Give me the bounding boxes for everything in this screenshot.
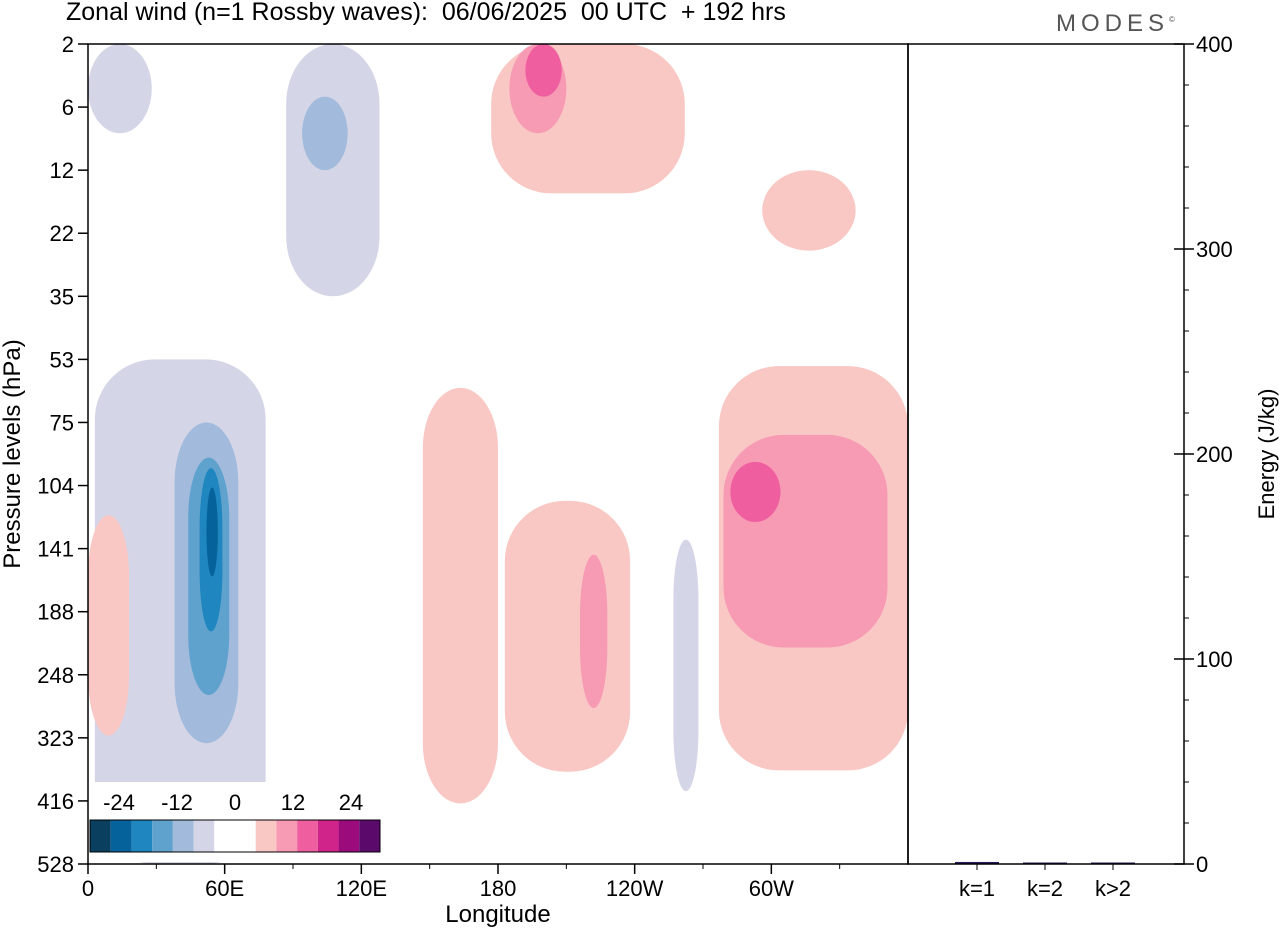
energy-tick-label: 0: [1196, 852, 1208, 877]
y-tick-label: 323: [37, 726, 74, 751]
brand-mark: ©: [1169, 15, 1175, 24]
easterly-region-7: [206, 487, 218, 577]
chart-title: Zonal wind (n=1 Rossby waves): 06/06/202…: [66, 0, 786, 26]
x-tick-label: 60E: [205, 876, 244, 901]
colorbar: -24 -12 0 12 24: [86, 782, 384, 862]
contour-field: [88, 44, 908, 864]
westerly-region-14: [504, 500, 631, 772]
colorbar-swatch: [131, 820, 153, 852]
y-tick-label: 22: [50, 221, 74, 246]
colorbar-swatch: [297, 820, 318, 852]
y-axis-label: Pressure levels (hPa): [0, 339, 26, 568]
energy-category-label: k=1: [959, 876, 995, 901]
brand-name: MODES: [1056, 10, 1170, 37]
easterly-region-0: [88, 44, 152, 134]
colorbar-swatch: [235, 820, 256, 852]
colorbar-tick-label: -12: [161, 790, 193, 815]
y-axis: 2 6 12 22 35 53 75 104 141 188 248 323 416 528: [37, 32, 88, 877]
colorbar-tick-label: -24: [103, 790, 135, 815]
energy-category-label: k>2: [1095, 876, 1131, 901]
energy-tick-label: 200: [1196, 442, 1233, 467]
colorbar-swatch: [152, 820, 173, 852]
colorbar-swatch: [338, 820, 360, 852]
x-tick-label: 120W: [606, 876, 664, 901]
westerly-region-13: [422, 387, 498, 804]
colorbar-tick-label: 12: [281, 790, 305, 815]
y-tick-label: 75: [50, 410, 74, 435]
colorbar-swatch: [276, 820, 298, 852]
energy-tick-label: 400: [1196, 32, 1233, 57]
energy-tick-label: 100: [1196, 647, 1233, 672]
x-axis: 0 60E 120E 180 120W 60W: [82, 864, 841, 901]
westerly-region-12: [762, 170, 856, 251]
x-tick-label: 0: [82, 876, 94, 901]
westerly-region-15: [580, 554, 608, 708]
colorbar-tick-label: 24: [339, 790, 363, 815]
x-axis-label: Longitude: [445, 901, 550, 928]
y-tick-label: 141: [37, 537, 74, 562]
energy-bar-k=1: [955, 861, 999, 864]
y-tick-label: 6: [62, 95, 74, 120]
westerly-region-18: [730, 461, 781, 522]
y-tick-label: 53: [50, 347, 74, 372]
energy-panel: 0 100 200 300 400 k=1 k=2 k>2: [955, 32, 1233, 901]
energy-axis-label: Energy (J/kg): [1254, 389, 1279, 520]
y-tick-label: 2: [62, 32, 74, 57]
easterly-region-1: [286, 44, 380, 297]
colorbar-tick-label: 0: [229, 790, 241, 815]
y-tick-label: 104: [37, 474, 74, 499]
easterly-region-2: [302, 96, 348, 171]
colorbar-swatch: [90, 820, 111, 852]
colorbar-swatch: [214, 820, 235, 852]
colorbar-swatch: [255, 820, 277, 852]
y-tick-label: 528: [37, 852, 74, 877]
westerly-region-19: [88, 515, 129, 736]
x-tick-label: 180: [480, 876, 517, 901]
colorbar-frame: [89, 819, 381, 853]
x-tick-label: 120E: [336, 876, 387, 901]
colorbar-swatch: [193, 820, 215, 852]
energy-category-label: k=2: [1027, 876, 1063, 901]
easterly-region-8: [673, 539, 699, 792]
colorbar-swatch: [317, 820, 339, 852]
energy-frame: [907, 43, 1185, 865]
y-tick-label: 12: [50, 158, 74, 183]
y-tick-label: 248: [37, 663, 74, 688]
colorbar-swatch: [172, 820, 194, 852]
x-tick-label: 60W: [749, 876, 794, 901]
westerly-region-11: [525, 44, 562, 97]
colorbar-swatch: [359, 820, 380, 852]
y-tick-label: 188: [37, 600, 74, 625]
brand-logo: MODES©: [1056, 10, 1175, 38]
energy-tick-label: 300: [1196, 237, 1233, 262]
y-tick-label: 35: [50, 284, 74, 309]
y-tick-label: 416: [37, 789, 74, 814]
colorbar-swatch: [110, 820, 132, 852]
